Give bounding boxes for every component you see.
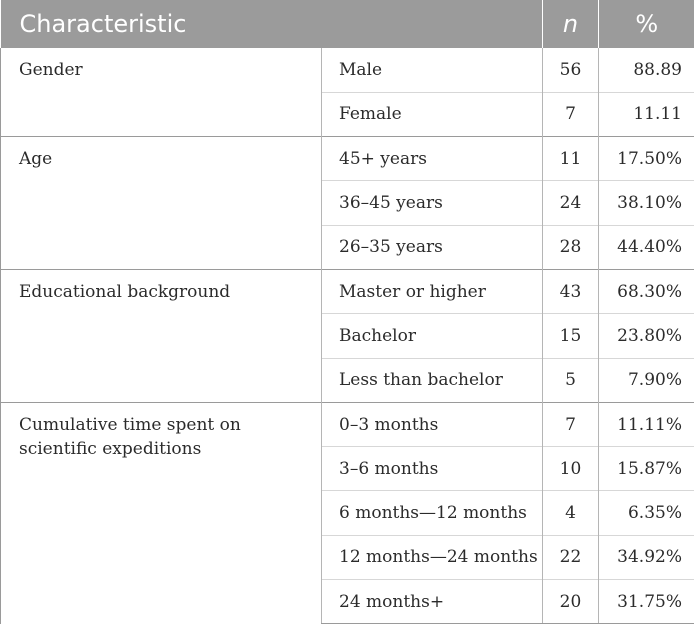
table-row: 36–45 years 24 38.10%: [1, 180, 694, 226]
row-label: 24 months+: [321, 579, 543, 624]
row-label: Master or higher: [321, 268, 543, 314]
row-label: Less than bachelor: [321, 357, 543, 403]
row-n: 28: [542, 224, 599, 270]
row-percent: 31.75%: [598, 579, 694, 624]
row-label: 3–6 months: [321, 446, 543, 491]
table-row: 26–35 years 28 44.40%: [1, 224, 694, 270]
table-row: Less than bachelor 5 7.90%: [1, 357, 694, 403]
table-row: Bachelor 15 23.80%: [1, 313, 694, 359]
row-n: 56: [542, 48, 599, 93]
row-percent: 34.92%: [598, 534, 694, 580]
table-row: Gender Male 56 88.89: [0, 48, 694, 137]
table-body: Gender Male 56 88.89 Female 7 11.11 Age …: [0, 48, 694, 624]
table-row: Age 45+ years 11 17.50%: [0, 136, 694, 270]
row-n: 24: [542, 180, 599, 226]
table-row: 12 months—24 months 22 34.92%: [1, 534, 694, 580]
row-label: 45+ years: [321, 136, 543, 181]
row-n: 22: [542, 534, 599, 580]
table-row: Cumulative time spent on scientific expe…: [0, 401, 694, 624]
category-gender: Gender: [0, 48, 322, 137]
row-n: 20: [542, 579, 599, 624]
table-row: Female 7 11.11: [1, 91, 694, 137]
row-n: 5: [542, 357, 599, 403]
row-percent: 7.90%: [598, 357, 694, 403]
row-n: 7: [542, 401, 599, 447]
row-n: 7: [542, 91, 599, 137]
table-row: Educational background Master or higher …: [0, 268, 694, 403]
row-label: 36–45 years: [321, 180, 543, 226]
row-percent: 38.10%: [598, 180, 694, 226]
row-label: Male: [321, 48, 543, 93]
row-label: 6 months—12 months: [321, 490, 543, 536]
row-percent: 44.40%: [598, 224, 694, 270]
row-label: 26–35 years: [321, 224, 543, 270]
row-percent: 68.30%: [598, 268, 694, 314]
table-row: 24 months+ 20 31.75%: [1, 579, 694, 624]
row-percent: 6.35%: [598, 490, 694, 536]
row-percent: 11.11%: [598, 401, 694, 447]
header-percent: %: [598, 0, 694, 48]
row-label: Female: [321, 91, 543, 137]
table-row: 6 months—12 months 4 6.35%: [1, 490, 694, 536]
header-n: n: [542, 0, 599, 48]
category-age: Age: [0, 136, 322, 270]
row-percent: 17.50%: [598, 136, 694, 181]
row-n: 4: [542, 490, 599, 536]
header-characteristic: Characteristic: [0, 0, 543, 48]
table-header: Characteristic n %: [0, 0, 694, 48]
category-education: Educational background: [0, 268, 322, 403]
row-label: Bachelor: [321, 313, 543, 359]
row-label: 0–3 months: [321, 401, 543, 447]
row-n: 15: [542, 313, 599, 359]
row-label: 12 months—24 months: [321, 534, 543, 580]
category-expedition-time: Cumulative time spent on scientific expe…: [0, 401, 322, 624]
header-row: Characteristic n %: [0, 0, 694, 48]
row-percent: 88.89: [598, 48, 694, 93]
row-percent: 23.80%: [598, 313, 694, 359]
row-n: 11: [542, 136, 599, 181]
row-percent: 11.11: [598, 91, 694, 137]
row-n: 43: [542, 268, 599, 314]
row-n: 10: [542, 446, 599, 491]
row-percent: 15.87%: [598, 446, 694, 491]
table-row: 3–6 months 10 15.87%: [1, 446, 694, 491]
